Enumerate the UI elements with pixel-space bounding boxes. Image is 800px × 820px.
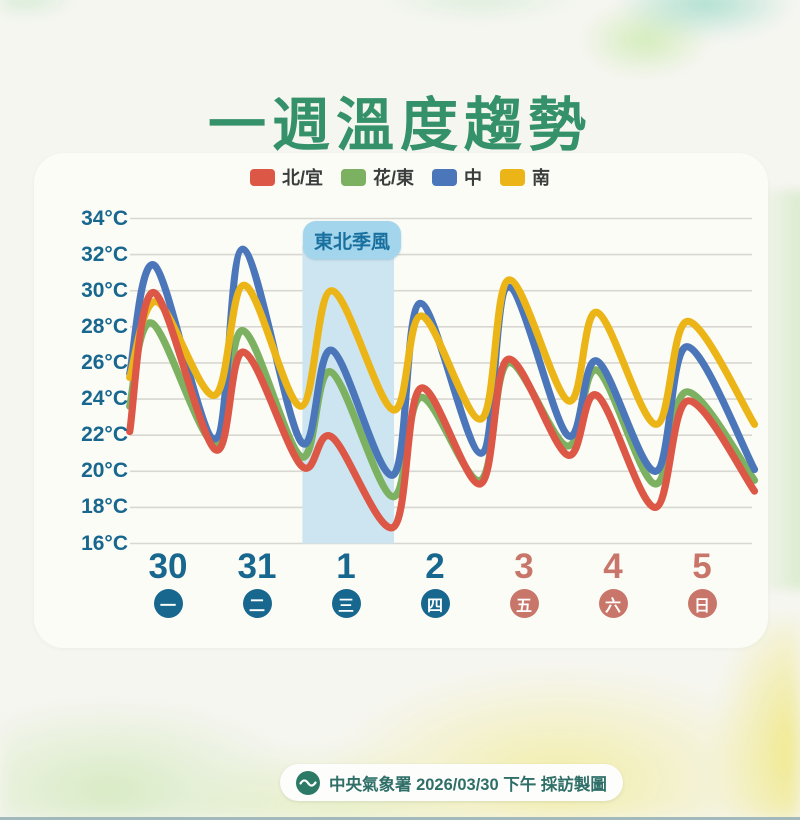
legend-swatch xyxy=(432,168,458,186)
y-tick-label: 16°C xyxy=(81,531,128,555)
weekday-badge: 六 xyxy=(598,589,628,618)
legend-label: 南 xyxy=(532,168,551,188)
date-label: 2 xyxy=(425,547,445,586)
legend-item: 南 xyxy=(500,164,550,190)
footer: 中央氣象署 2026/03/30 下午 採訪製圖 xyxy=(280,764,623,801)
date-label: 3 xyxy=(514,547,534,586)
bottom-border xyxy=(0,817,800,820)
legend-label: 中 xyxy=(464,168,483,188)
y-tick-label: 34°C xyxy=(81,206,128,230)
series-line-南 xyxy=(126,276,759,428)
legend-label: 北/宜 xyxy=(281,168,323,188)
legend-item: 花/東 xyxy=(341,164,414,190)
y-tick-label: 26°C xyxy=(81,350,128,374)
legend-swatch xyxy=(341,168,366,186)
date-label: 30 xyxy=(148,547,188,586)
legend: 北/宜 花/東 中 南 xyxy=(0,164,800,190)
y-tick-label: 32°C xyxy=(81,242,128,266)
date-label: 1 xyxy=(336,547,356,586)
weekday-badge: 四 xyxy=(420,589,450,618)
footer-text: 中央氣象署 2026/03/30 下午 採訪製圖 xyxy=(329,775,607,794)
series-line-中 xyxy=(126,245,759,479)
y-tick-label: 20°C xyxy=(81,459,128,483)
y-tick-label: 30°C xyxy=(81,278,128,302)
date-label: 5 xyxy=(692,547,712,586)
y-tick-label: 22°C xyxy=(81,423,128,447)
legend-item: 北/宜 xyxy=(249,164,323,190)
legend-item: 中 xyxy=(432,164,482,190)
legend-label: 花/東 xyxy=(373,168,415,188)
monsoon-annotation: 東北季風 xyxy=(303,221,401,259)
cwa-logo-icon xyxy=(296,770,320,795)
weekday-badge: 日 xyxy=(687,589,717,618)
y-tick-label: 24°C xyxy=(81,387,128,411)
y-tick-label: 28°C xyxy=(81,314,128,338)
legend-swatch xyxy=(500,168,526,186)
weekday-badge: 二 xyxy=(242,589,272,618)
temperature-trend-chart xyxy=(126,217,759,545)
weekday-badge: 一 xyxy=(153,589,183,618)
y-tick-label: 18°C xyxy=(81,495,128,519)
legend-swatch xyxy=(249,168,275,186)
weekday-badge: 三 xyxy=(331,589,361,618)
date-label: 31 xyxy=(237,547,277,586)
date-label: 4 xyxy=(603,547,623,586)
weekday-badge: 五 xyxy=(509,589,539,618)
series-line-北/宜 xyxy=(126,288,759,532)
page-title: 一週溫度趨勢 xyxy=(207,93,592,158)
